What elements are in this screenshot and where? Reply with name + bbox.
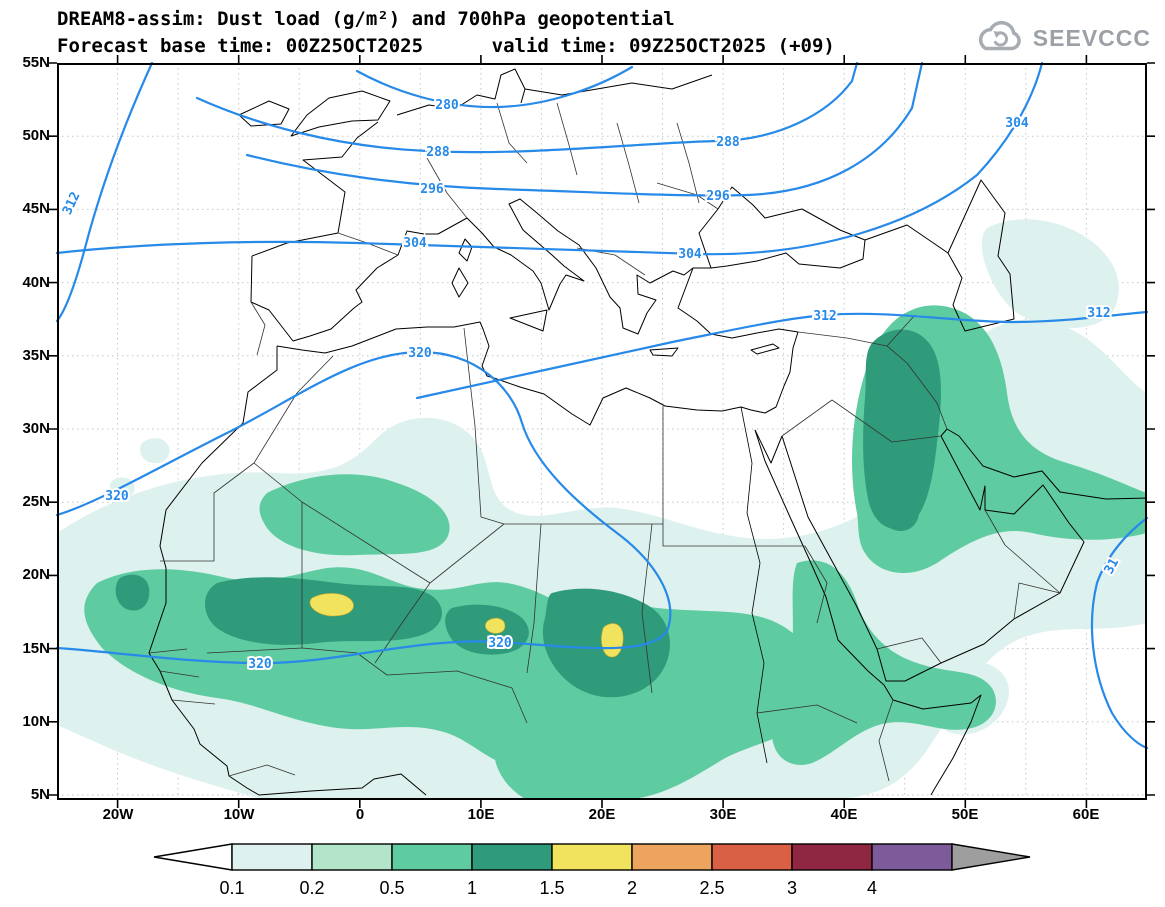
coastlines <box>148 68 1148 796</box>
colorbar-segment <box>391 843 473 871</box>
contour-label: 280 <box>435 98 459 113</box>
contour-288 <box>195 61 859 154</box>
lat-tick-label: 5N <box>30 786 50 803</box>
colorbar-segment <box>311 843 393 871</box>
lat-tick-label: 40N <box>22 274 50 291</box>
contour-label: 304 <box>403 236 427 251</box>
logo-text: SEEVCCC <box>1032 24 1151 51</box>
colorbar-arrow-left <box>153 843 233 871</box>
colorbar-tick-label: 2 <box>627 878 637 898</box>
seevccc-logo: SEEVCCC <box>970 20 1151 56</box>
contour-label: 304 <box>678 247 702 262</box>
contour-label: 304 <box>1005 116 1029 131</box>
lat-tick-label: 35N <box>22 347 50 364</box>
colorbar-tick-label: 3 <box>787 878 797 898</box>
colorbar: 0.1 0.2 0.5 1 1.5 2 2.5 3 4 <box>152 838 1032 900</box>
colorbar-segment <box>711 843 793 871</box>
lon-tick-label: 20W <box>102 806 134 823</box>
lat-tick-label: 15N <box>22 640 50 657</box>
title-block: DREAM8-assim: Dust load (g/m²) and 700hP… <box>57 6 835 60</box>
colorbar-tick-label: 0.1 <box>219 878 244 898</box>
colorbar-segment <box>871 843 953 871</box>
lat-tick-label: 10N <box>22 713 50 730</box>
colorbar-tick-labels: 0.1 0.2 0.5 1 1.5 2 2.5 3 4 <box>219 878 877 898</box>
colorbar-tick-label: 1.5 <box>539 878 564 898</box>
colorbar-arrow-right <box>951 843 1031 871</box>
axis-ticks <box>49 55 1155 808</box>
contour-label: 312 <box>1087 306 1110 321</box>
contour-280 <box>355 65 634 109</box>
lat-tick-label: 45N <box>22 200 50 217</box>
colorbar-tick-label: 1 <box>467 878 477 898</box>
lat-tick-label: 20N <box>22 566 50 583</box>
contour-296 <box>245 61 924 197</box>
chart-subtitle: Forecast base time: 00Z25OCT2025 valid t… <box>57 35 835 57</box>
map-canvas: 280 288 288 296 296 304 304 304 312 312 … <box>49 55 1155 808</box>
contour-label: 312 <box>813 309 836 324</box>
lat-tick-label: 55N <box>22 54 50 71</box>
lon-tick-label: 0 <box>355 806 365 823</box>
contour-304 <box>55 61 1044 256</box>
contour-label: 288 <box>426 145 450 160</box>
contour-312-main <box>415 310 1149 400</box>
colorbar-tick-label: 0.5 <box>379 878 404 898</box>
contour-labels: 280 288 288 296 296 304 304 304 312 312 … <box>58 96 1124 674</box>
contour-label: 320 <box>248 657 272 672</box>
lon-tick-label: 10W <box>223 806 255 823</box>
contour-label: 288 <box>716 135 740 150</box>
lon-tick-label: 40E <box>830 806 858 823</box>
lat-tick-label: 30N <box>22 420 50 437</box>
contour-312-west <box>55 61 154 323</box>
lon-tick-label: 60E <box>1072 806 1100 823</box>
colorbar-segment <box>631 843 713 871</box>
lat-tick-label: 50N <box>22 127 50 144</box>
contour-label: 296 <box>706 189 730 204</box>
lon-tick-label: 50E <box>951 806 979 823</box>
map-border <box>57 63 1147 800</box>
contour-label: 320 <box>408 346 432 361</box>
colorbar-tick-label: 4 <box>867 878 877 898</box>
colorbar-segment <box>791 843 873 871</box>
contour-label: 312 <box>60 190 84 218</box>
country-borders <box>148 102 1061 782</box>
colorbar-tick-label: 2.5 <box>699 878 724 898</box>
contour-31x-southeast <box>1090 516 1149 750</box>
lon-tick-label: 20E <box>588 806 616 823</box>
colorbar-segment <box>231 843 313 871</box>
colorbar-segment <box>551 843 633 871</box>
colorbar-segment <box>471 843 553 871</box>
contour-label: 296 <box>420 182 444 197</box>
colorbar-tick-label: 0.2 <box>299 878 324 898</box>
lon-tick-label: 30E <box>709 806 737 823</box>
chart-title: DREAM8-assim: Dust load (g/m²) and 700hP… <box>57 8 675 30</box>
contour-label: 320 <box>105 489 129 504</box>
contour-320 <box>55 350 672 665</box>
cloud-icon <box>970 20 1026 56</box>
lat-tick-label: 25N <box>22 493 50 510</box>
contour-label: 320 <box>488 636 512 651</box>
geopotential-contours <box>55 61 1149 750</box>
map-area: 280 288 288 296 296 304 304 304 312 312 … <box>49 55 1155 808</box>
lon-tick-label: 10E <box>467 806 495 823</box>
